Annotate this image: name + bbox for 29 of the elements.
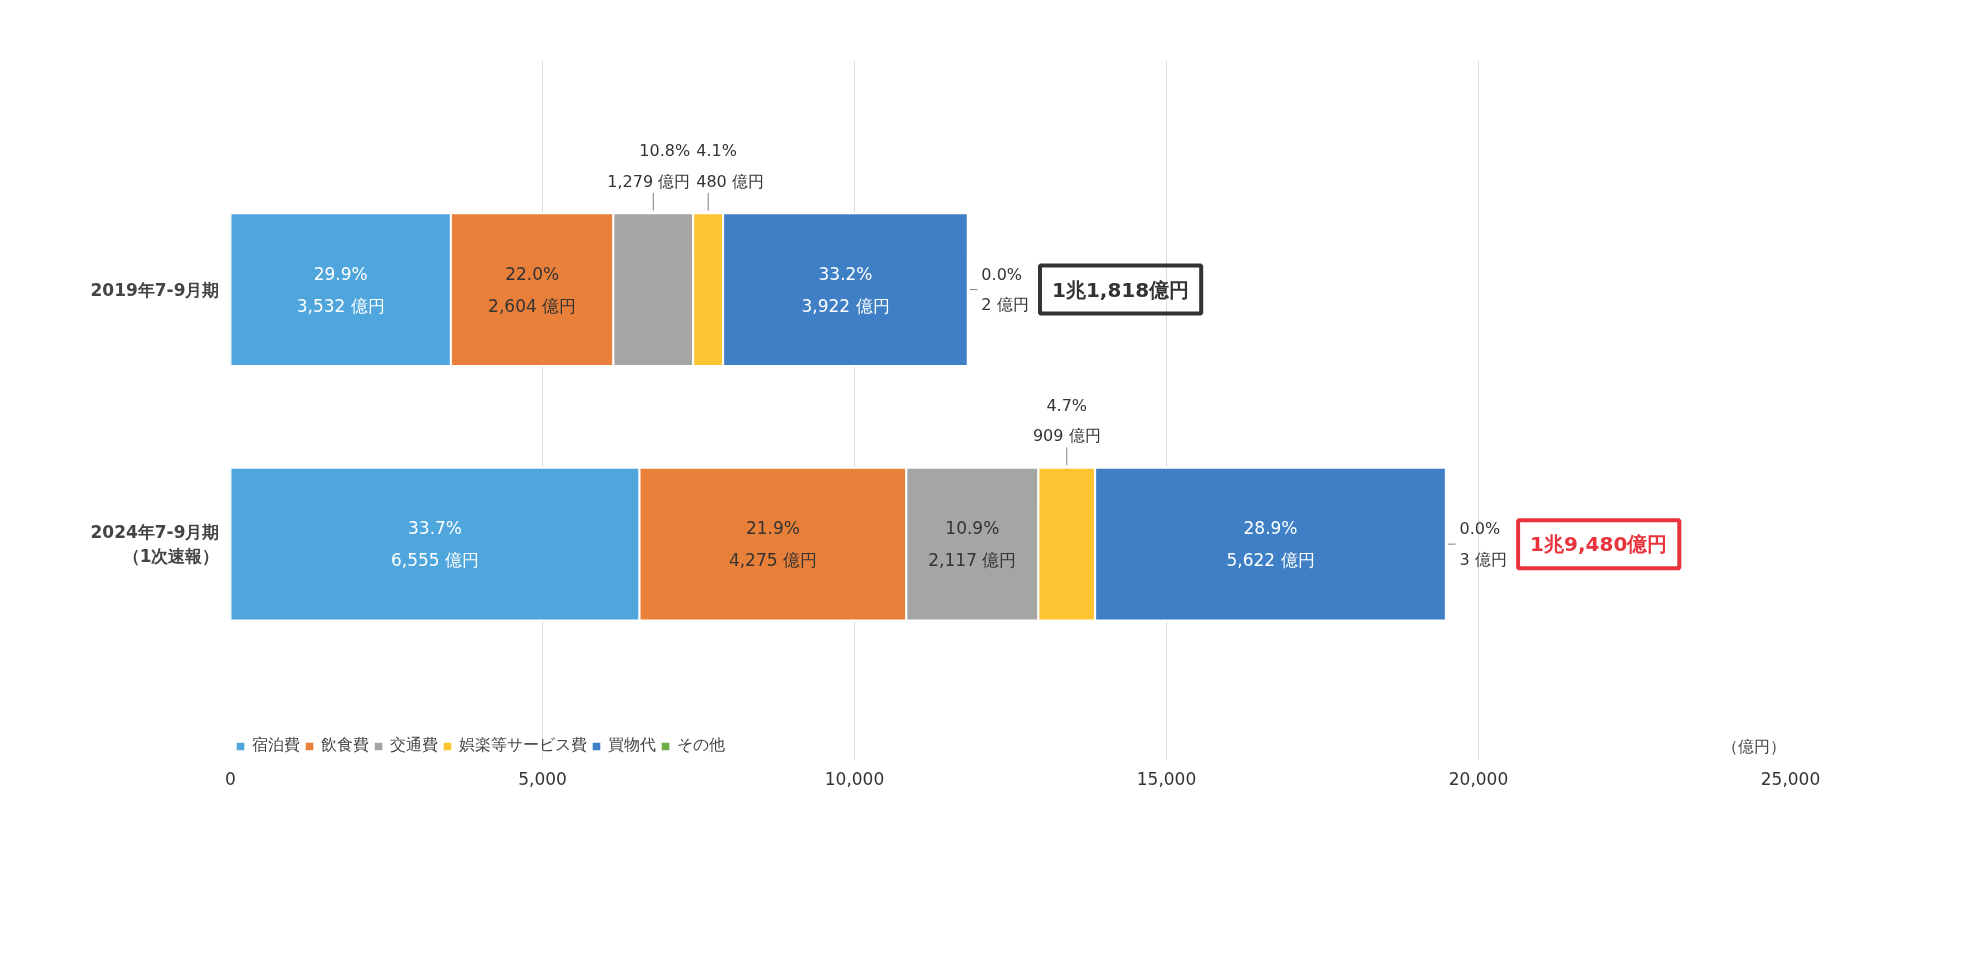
annotation: 1兆9,480億円 xyxy=(1530,532,1668,557)
data-label: 10.8% 1,279 億円 xyxy=(607,141,691,191)
data-label: 29.9% 3,532 億円 xyxy=(296,263,385,316)
x-tick-label: 10,000 xyxy=(824,768,885,789)
data-label: 28.9% 5,622 億円 xyxy=(1226,518,1315,571)
legend-label: 買物代 xyxy=(608,735,656,756)
data-label: 0.0% 2 億円 xyxy=(981,264,1029,315)
data-label: 22.0% 2,604 億円 xyxy=(488,263,577,316)
data-label: 21.9% 4,275 億円 xyxy=(728,518,817,571)
y-tick-label: 2019年7-9月期 xyxy=(90,279,220,300)
data-label: 0.0% 3 億円 xyxy=(1459,519,1507,569)
legend-label: 宿泊費 xyxy=(252,735,300,756)
legend-label: その他 xyxy=(677,735,725,756)
data-label: 4.7% 909 億円 xyxy=(1032,396,1101,446)
x-tick-label: 20,000 xyxy=(1448,768,1509,789)
x-axis-title: （億円） xyxy=(1721,736,1786,756)
data-label: 10.9% 2,117 億円 xyxy=(928,518,1017,571)
legend-label: 娯楽等サービス費 xyxy=(459,735,587,756)
x-tick-label: 15,000 xyxy=(1136,768,1197,789)
annotation: 1兆1,818億円 xyxy=(1052,277,1190,302)
y-tick-label: 2024年7-9月期（1次速報） xyxy=(90,522,220,567)
x-tick-label: 0 xyxy=(225,768,236,789)
data-label: 33.2% 3,922 億円 xyxy=(801,263,890,316)
legend-label: 飲食費 xyxy=(321,735,369,756)
x-tick-label: 5,000 xyxy=(518,768,567,789)
legend-label: 交通費 xyxy=(390,735,438,756)
data-label: 33.7% 6,555 億円 xyxy=(390,518,480,571)
x-tick-label: 25,000 xyxy=(1760,768,1821,789)
data-label: 4.1% 480 億円 xyxy=(696,141,764,191)
